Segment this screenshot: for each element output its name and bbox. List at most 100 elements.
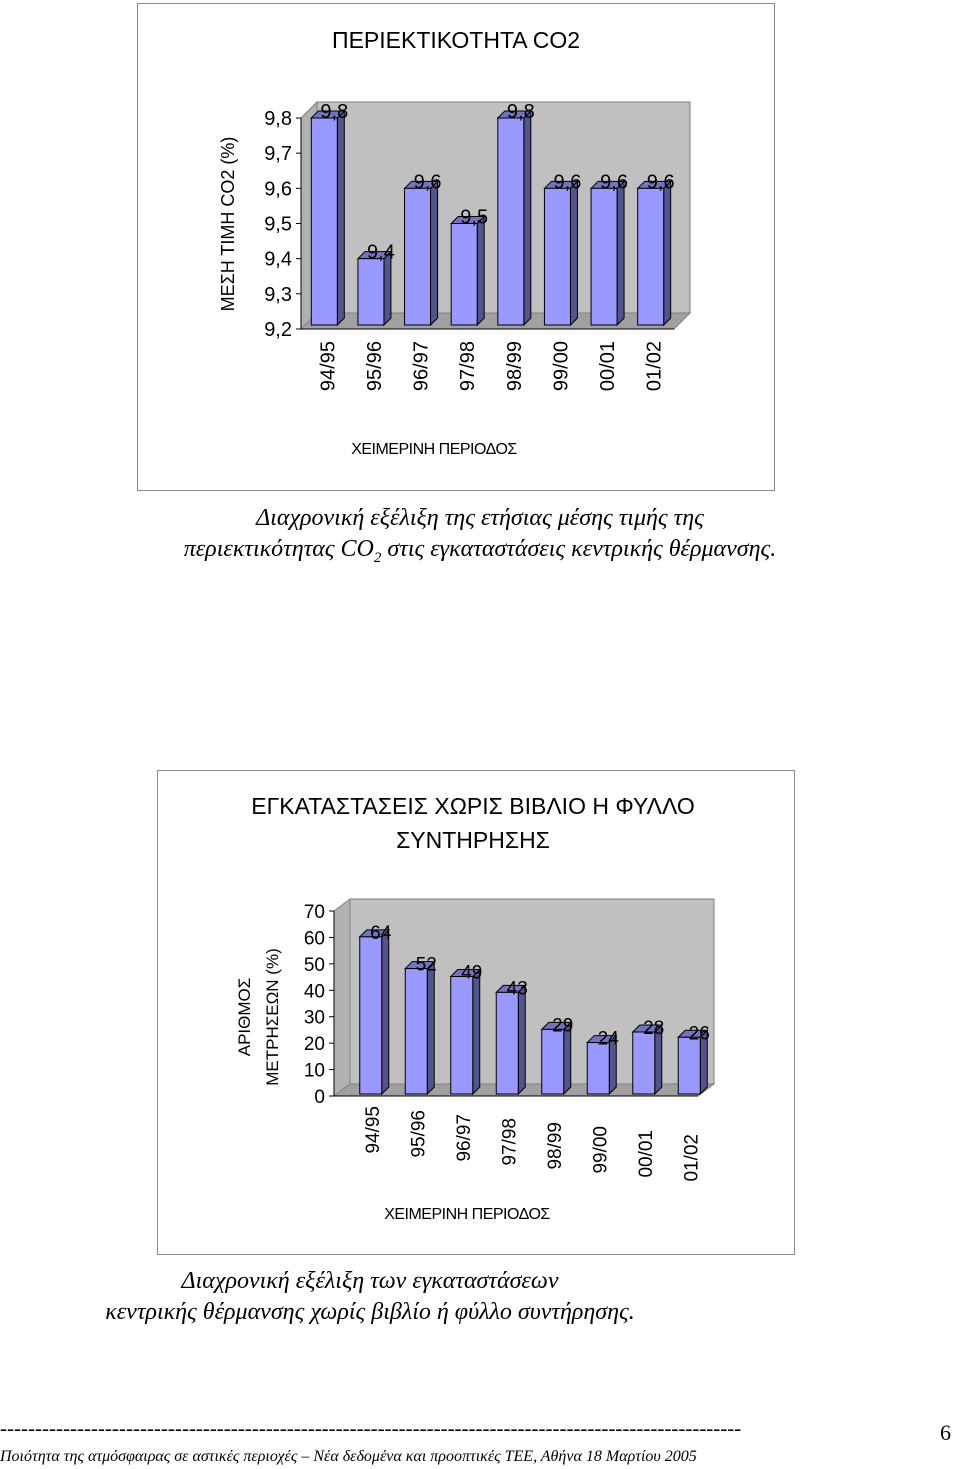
x-tick-label: 95/96: [408, 1110, 429, 1158]
caption-line: Διαχρονική εξέλιξη της ετήσιας μέσης τιμ…: [256, 505, 704, 531]
data-label: 9,8: [320, 101, 348, 123]
y-tick-label: 9,5: [264, 214, 292, 236]
bar-side: [569, 180, 578, 327]
y-axis-title: ΜΕΤΡΗΣΕΩΝ (%): [263, 948, 282, 1086]
y-tick-label: 60: [304, 928, 325, 949]
x-tick-label: 98/99: [545, 1122, 566, 1170]
bar-front: [541, 1028, 565, 1095]
installations-chart: ΕΓΚΑΤΑΣΤΑΣΕΙΣ ΧΩΡΙΣ ΒΙΒΛΙΟ Η ΦΥΛΛΟ ΣΥΝΤΗ…: [157, 770, 795, 1255]
y-tick-label: 9,8: [264, 108, 292, 130]
caption-line: κεντρικής θέρμανσης χωρίς βιβλίο ή φύλλο…: [105, 1299, 635, 1325]
bar: [496, 109, 533, 327]
y-tick-label: 10: [304, 1061, 325, 1082]
bar-front: [677, 1036, 701, 1095]
bar-front: [543, 187, 571, 326]
x-tick-label: 01/02: [644, 341, 666, 391]
chart-title: ΠΕΡΙΕΚΤΙΚΟΤΗΤΑ CO2: [331, 27, 581, 53]
bar: [636, 180, 672, 327]
y-tick-label: 20: [304, 1034, 325, 1055]
x-tick-label: 99/00: [590, 1126, 611, 1174]
y-tick-label: 9,2: [264, 319, 292, 341]
y-tick-label: 9,3: [264, 284, 292, 306]
x-tick-label: 97/98: [457, 341, 479, 391]
x-tick-label: 97/98: [499, 1118, 520, 1166]
data-label: 43: [507, 978, 528, 999]
bar-front: [495, 991, 519, 1095]
bar-front: [310, 117, 338, 326]
data-label: 24: [598, 1029, 620, 1050]
x-tick-label: 96/97: [454, 1114, 475, 1162]
caption-installations: Διαχρονική εξέλιξη των εγκαταστάσεων κεν…: [0, 1266, 850, 1328]
data-label: 9,6: [647, 171, 675, 193]
bar-front: [357, 258, 385, 326]
bar: [631, 1023, 663, 1096]
bar-front: [632, 1031, 656, 1095]
data-label: 9,6: [414, 171, 442, 193]
bar-front: [404, 187, 432, 326]
caption-subscript: 2: [373, 549, 382, 566]
bar-side: [426, 960, 435, 1096]
page-number: 6: [940, 1420, 951, 1445]
bar: [356, 250, 393, 327]
bar: [543, 180, 579, 327]
x-tick-label: 94/95: [363, 1106, 384, 1154]
x-axis-title: ΧΕΙΜΕΡΙΝΗ ΠΕΡΙΟΔΟΣ: [351, 441, 517, 458]
bar: [310, 109, 346, 327]
caption-text: περιεκτικότητας CO: [183, 536, 374, 562]
x-tick-label: 01/02: [681, 1134, 702, 1182]
bar-side: [616, 180, 625, 327]
data-label: 26: [689, 1023, 710, 1044]
data-label: 9,5: [460, 207, 488, 229]
caption-co2: Διαχρονική εξέλιξη της ετήσιας μέσης τιμ…: [0, 503, 960, 574]
installations-chart-plot: 70 60 50 40 30 20 10 0 64 94/95 52 95/96 49 96/97 43 97…: [235, 898, 716, 1223]
y-tick-label: 30: [304, 1008, 325, 1029]
bar-front: [586, 1042, 610, 1095]
bar: [358, 928, 390, 1096]
bar-side: [663, 180, 672, 327]
bar: [449, 968, 481, 1096]
bar-side: [476, 215, 485, 327]
bar-side: [430, 180, 439, 327]
x-tick-label: 98/99: [504, 341, 526, 391]
x-tick-label: 00/01: [636, 1130, 657, 1178]
x-axis-title: ΧΕΙΜΕΡΙΝΗ ΠΕΡΙΟΔΟΣ: [384, 1206, 550, 1223]
bar-side: [517, 984, 526, 1096]
caption-line: περιεκτικότητας CO2 στις εγκαταστάσεις κ…: [0, 534, 960, 574]
bar-side: [381, 928, 390, 1096]
y-tick-label: 9,6: [264, 178, 292, 200]
data-label: 9,6: [600, 171, 628, 193]
data-label: 64: [370, 923, 392, 944]
y-tick-label: 9,4: [264, 249, 292, 271]
bar: [449, 215, 486, 327]
y-tick-label: 70: [304, 902, 325, 923]
bar: [404, 960, 436, 1096]
co2-chart-plot: 9,8 9,7 9,6 9,5 9,4 9,3 9,2 9,8 94/95 9,4 95/96 9,6…: [218, 100, 692, 458]
x-tick-label: 94/95: [317, 341, 339, 391]
bar: [677, 1029, 709, 1096]
caption-line: Διαχρονική εξέλιξη των εγκαταστάσεων: [181, 1268, 559, 1294]
footer-divider: ----------------------------------------…: [0, 1416, 742, 1440]
y-axis-title: ΜΕΣΗ ΤΙΜΗ CO2 (%): [218, 137, 238, 312]
bar-side: [336, 109, 345, 327]
footer-text: Ποιότητα της ατμόσφαιρας σε αστικές περι…: [0, 1448, 697, 1465]
caption-text: στις εγκαταστάσεις κεντρικής θέρμανσης.: [381, 536, 777, 562]
x-tick-label: 96/97: [411, 341, 433, 391]
y-tick-label: 9,7: [264, 143, 292, 165]
y-tick-label: 0: [314, 1087, 325, 1108]
data-label: 28: [643, 1018, 664, 1039]
data-label: 9,4: [367, 242, 395, 264]
bar-front: [497, 117, 525, 326]
y-tick-label: 50: [304, 955, 325, 976]
data-label: 52: [416, 955, 437, 976]
bar-front: [637, 187, 665, 326]
co2-chart: ΠΕΡΙΕΚΤΙΚΟΤΗΤΑ CO2 9,8 9,7 9,6 9,5 9,4 9,3 9,2…: [137, 3, 775, 491]
bar: [495, 984, 527, 1096]
x-tick-label: 95/96: [364, 341, 386, 391]
bar-front: [450, 223, 478, 326]
y-tick-label: 40: [304, 981, 325, 1002]
bar-front: [590, 187, 618, 326]
bar: [540, 1021, 572, 1096]
side-wall: [333, 898, 351, 1097]
x-tick-label: 99/00: [550, 341, 572, 391]
bar-front: [359, 936, 383, 1095]
